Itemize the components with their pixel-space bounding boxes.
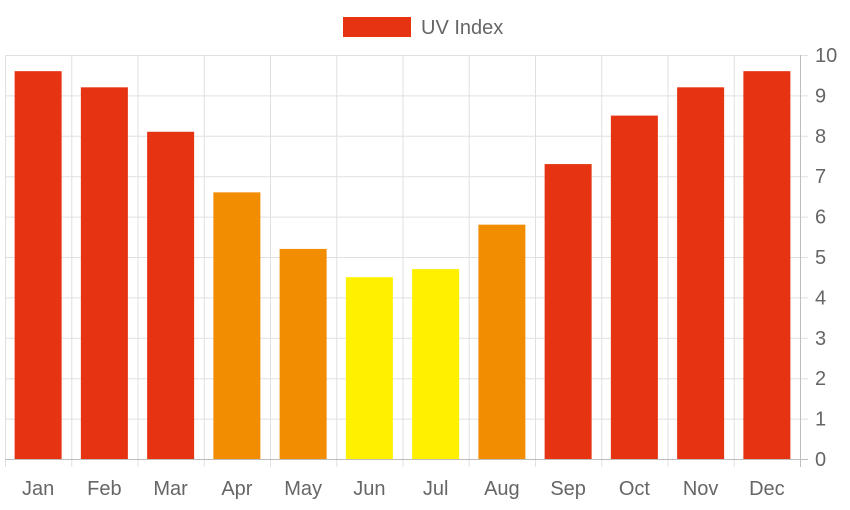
bar-sep[interactable] (544, 164, 592, 459)
bar-may[interactable] (279, 248, 327, 459)
axes (5, 55, 808, 467)
y-tick-label: 7 (815, 166, 826, 188)
bars (14, 71, 791, 460)
y-tick-label: 4 (815, 287, 826, 309)
bar-jan[interactable] (14, 71, 62, 459)
x-tick-label: Sep (550, 478, 586, 500)
x-axis-tick-labels: Jan Feb Mar Apr May Jun Jul Aug Sep Oct Nov Dec (22, 478, 785, 500)
bar-jun[interactable] (345, 277, 393, 459)
x-tick-label: Feb (87, 478, 121, 500)
y-tick-label: 8 (815, 126, 826, 148)
y-tick-label: 2 (815, 368, 826, 390)
y-tick-label: 3 (815, 328, 826, 350)
x-tick-label: Oct (619, 478, 651, 500)
x-tick-label: Apr (221, 478, 252, 500)
y-tick-label: 0 (815, 449, 826, 471)
x-tick-label: Aug (484, 478, 520, 500)
bar-jul[interactable] (412, 269, 460, 459)
y-tick-label: 9 (815, 85, 826, 107)
bar-feb[interactable] (80, 87, 128, 459)
legend[interactable]: UV Index (343, 17, 503, 39)
x-tick-label: Jul (423, 478, 449, 500)
legend-swatch-uv-index[interactable] (343, 17, 411, 37)
bar-oct[interactable] (610, 115, 658, 459)
y-tick-label: 10 (815, 45, 837, 67)
grid-lines (5, 55, 808, 467)
y-tick-label: 1 (815, 409, 826, 431)
bar-apr[interactable] (213, 192, 261, 460)
x-tick-label: Mar (153, 478, 188, 500)
legend-label-uv-index[interactable]: UV Index (421, 17, 503, 39)
x-tick-label: Jun (353, 478, 385, 500)
bar-nov[interactable] (677, 87, 725, 459)
bar-mar[interactable] (147, 131, 195, 459)
x-tick-label: Jan (22, 478, 54, 500)
x-tick-label: Dec (749, 478, 785, 500)
x-tick-label: May (284, 478, 322, 500)
x-tick-label: Nov (683, 478, 719, 500)
y-axis-tick-labels: 0 1 2 3 4 5 6 7 8 9 10 (815, 45, 837, 471)
bar-aug[interactable] (478, 224, 526, 459)
y-tick-label: 6 (815, 207, 826, 229)
bar-dec[interactable] (743, 71, 791, 459)
y-tick-label: 5 (815, 247, 826, 269)
